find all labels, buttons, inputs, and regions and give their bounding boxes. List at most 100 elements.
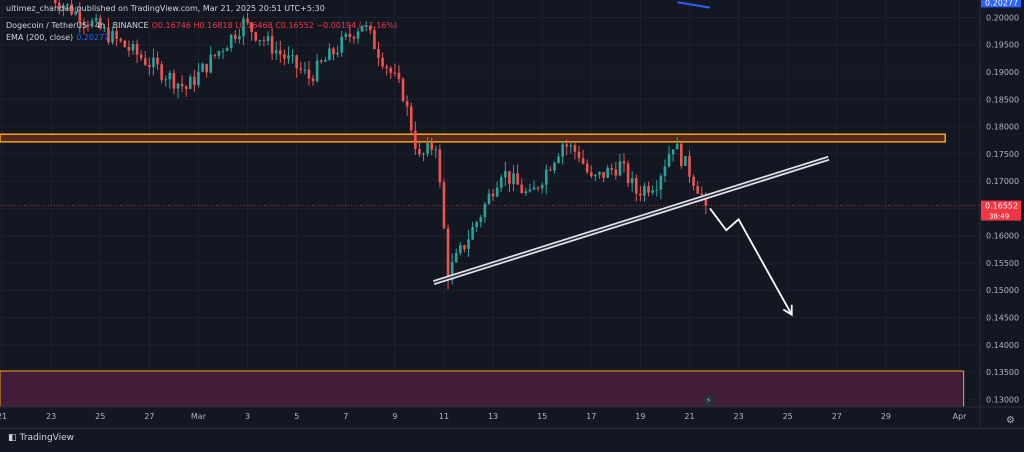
candle-body [463, 245, 466, 249]
resistance-zone [0, 133, 946, 143]
candle-body [426, 143, 429, 154]
ema200-line [677, 1, 711, 9]
candle-body [594, 174, 597, 177]
candle-body [667, 154, 671, 167]
candle-body [434, 149, 438, 151]
candle-body [454, 252, 458, 263]
candle-body [172, 72, 176, 89]
candle-body [430, 143, 433, 150]
candle-body [213, 54, 217, 56]
candle-body [553, 162, 556, 171]
candle-body [483, 203, 487, 218]
time-tick-label: 25 [783, 412, 793, 421]
candle-body [401, 78, 405, 102]
candle-body [528, 189, 532, 192]
candle-body [549, 169, 552, 171]
publisher-line: ultimez_chandan published on TradingView… [6, 4, 325, 13]
candle-body [283, 54, 286, 59]
candle-body [381, 57, 384, 67]
price-tag [981, 0, 1021, 8]
projection-arrow [709, 207, 793, 316]
candle-body [418, 148, 421, 155]
candle-body [299, 68, 303, 70]
candle-body [446, 228, 450, 281]
candle-body [250, 22, 253, 33]
candle-body [700, 193, 704, 195]
time-tick-label: Apr [953, 412, 968, 421]
lower-zone [0, 370, 965, 408]
candle-body [135, 43, 139, 55]
ema-indicator-line[interactable]: EMA (200, close) 0.20277 [6, 33, 109, 42]
candle-body [405, 101, 409, 107]
candle-body [295, 55, 298, 69]
tradingview-logo[interactable]: ◧ TradingView [8, 433, 74, 443]
time-tick-label: 7 [343, 412, 348, 421]
ema-label: EMA (200, close) [6, 33, 74, 42]
candle-body [630, 178, 634, 184]
candle-body [704, 194, 708, 206]
candle-body [589, 172, 593, 177]
candle-body [103, 27, 106, 29]
candle-body [332, 48, 335, 55]
time-tick-label: 9 [392, 412, 397, 421]
candle-body [266, 36, 270, 42]
candle-body [369, 25, 372, 31]
candle-body [270, 36, 274, 54]
candle-body [197, 71, 200, 86]
price-tick-label: 0.15500 [986, 259, 1019, 268]
symbol-line[interactable]: Dogecoin / TetherUS · 4h · BINANCE O0.167… [6, 21, 397, 30]
price-tick-label: 0.19500 [986, 41, 1019, 50]
projection-arrowhead [782, 304, 793, 317]
time-tick-label: 29 [881, 412, 891, 421]
candle-body [516, 173, 519, 185]
candle-body [111, 31, 114, 43]
candle-body [659, 175, 663, 190]
candle-body [324, 60, 327, 62]
time-tick-label: 23 [46, 412, 56, 421]
candle-body [610, 167, 614, 170]
candle-body [86, 24, 90, 27]
candle-body [389, 68, 393, 73]
candle-body [127, 47, 131, 51]
candle-body [238, 36, 241, 40]
candle-body [188, 76, 192, 89]
candle-body [193, 76, 196, 86]
time-tick-label: Mar [191, 412, 207, 421]
candle-body [671, 149, 675, 155]
time-tick-label: 23 [733, 412, 743, 421]
gear-icon[interactable]: ⚙ [1006, 415, 1015, 426]
candle-body [544, 169, 548, 185]
candle-body [373, 30, 376, 50]
candle-body [532, 187, 536, 190]
candle-body [634, 178, 638, 194]
candle-body [561, 144, 564, 157]
candle-body [679, 143, 683, 166]
candle-body [176, 83, 180, 89]
candle-body [499, 177, 503, 188]
time-tick-label: 11 [439, 412, 449, 421]
candle-body [540, 184, 544, 189]
candle-body [487, 193, 491, 204]
candle-body [573, 145, 577, 152]
flash-icon[interactable]: ⚡ [702, 394, 715, 407]
candle-body [287, 55, 290, 59]
candle-body [602, 171, 605, 178]
candle-body [512, 173, 515, 184]
candle-body [585, 163, 589, 173]
time-tick-label: 17 [586, 412, 596, 421]
candle-body [504, 171, 507, 178]
time-tick-label: 27 [832, 412, 842, 421]
candle-body [655, 189, 659, 191]
price-tick-label: 0.18000 [986, 123, 1019, 132]
candle-body [471, 227, 474, 240]
candle-body [319, 60, 323, 62]
price-tick-label: 0.18500 [986, 95, 1019, 104]
candle-body [139, 54, 143, 59]
candle-body [450, 262, 454, 281]
candle-body [467, 239, 470, 249]
symbol-title: Dogecoin / TetherUS · 4h · BINANCE [6, 21, 149, 30]
candle-body [647, 186, 650, 193]
candle-body [78, 11, 82, 24]
candle-body [557, 156, 560, 163]
